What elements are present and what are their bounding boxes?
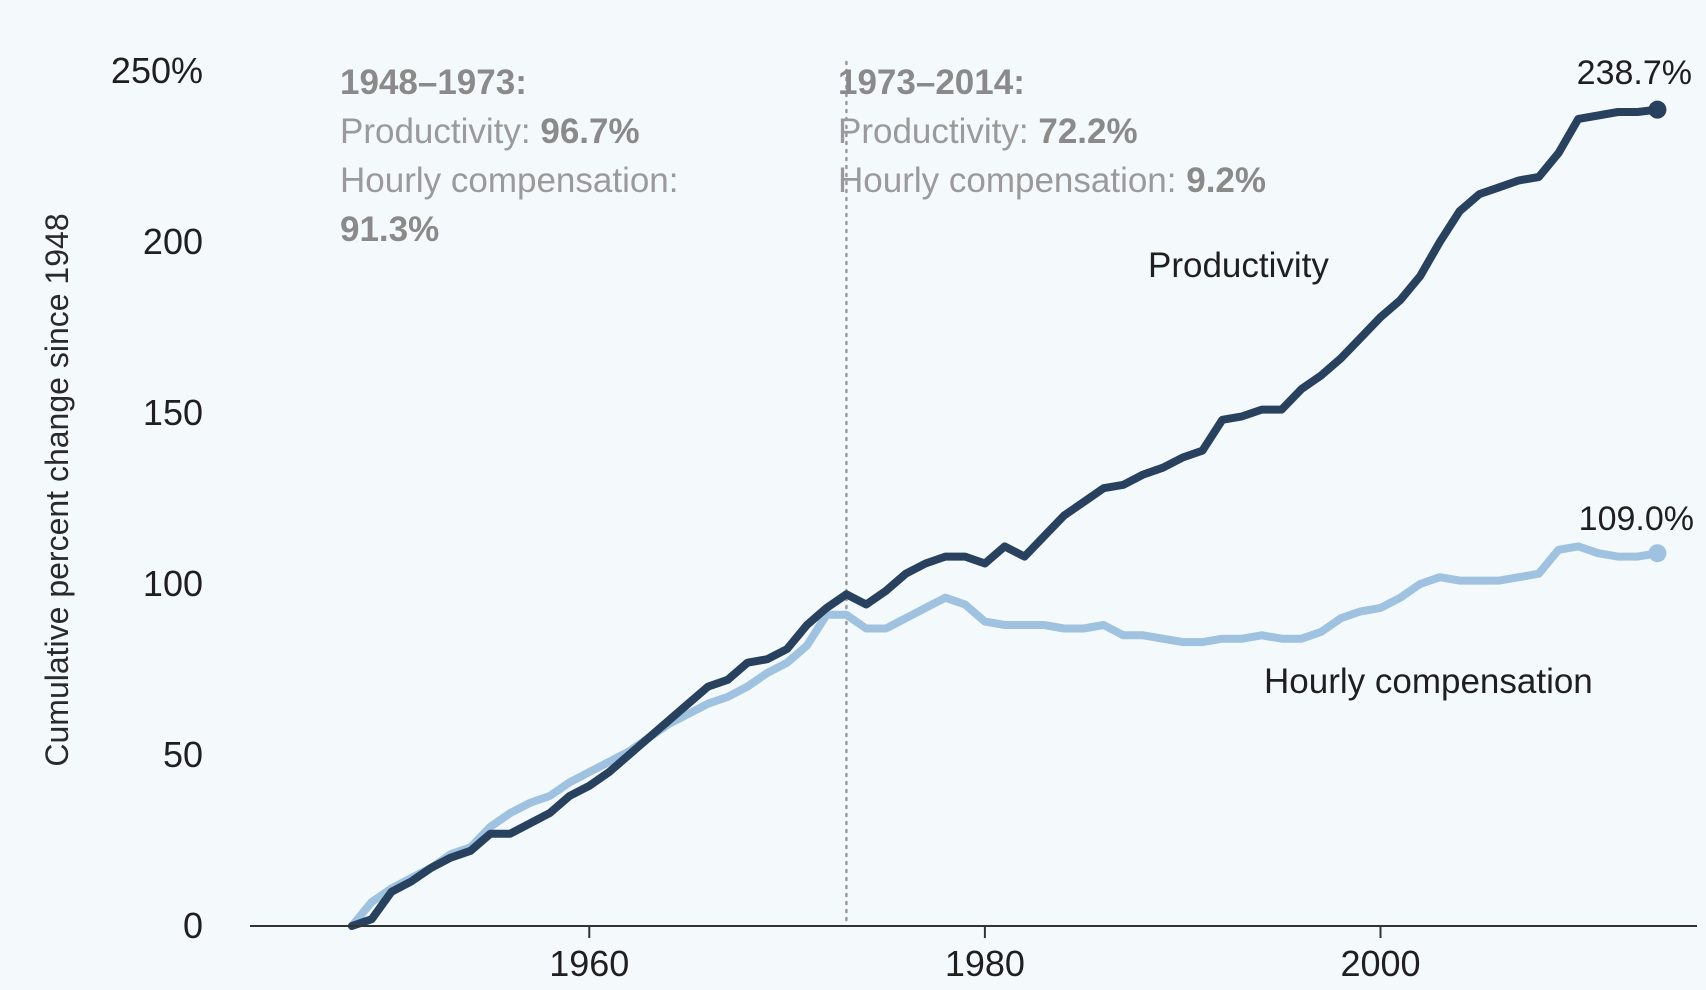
annotation-compensation-value-2: 9.2% [1186,161,1266,200]
annotation-compensation-label-2: Hourly compensation: [838,161,1186,200]
y-tick-label: 100 [143,563,203,604]
y-tick-label: 50 [163,734,203,775]
annotation-period-2: 1973–2014: [838,63,1025,102]
x-tick-label: 2000 [1340,943,1420,984]
annotation-productivity-label-1: Productivity: [340,112,540,151]
series-layer [347,100,1667,930]
annotation-productivity-1: Productivity: 96.7% [340,112,640,151]
productivity-line [347,105,1662,930]
annotation-productivity-label-2: Productivity: [838,112,1038,151]
annotation-compensation-label-1: Hourly compensation: [340,161,679,200]
annotation-productivity-value-2: 72.2% [1038,112,1137,151]
x-axis-ticks: 1960 1980 2000 [549,926,1421,984]
y-tick-label: 250% [111,50,203,91]
hourly-compensation-line [347,542,1662,930]
x-tick-label: 1980 [945,943,1025,984]
annotation-compensation-2: Hourly compensation: 9.2% [838,161,1266,200]
annotation-productivity-value-1: 96.7% [540,112,639,151]
annotation-period-1: 1948–1973: [340,63,527,102]
y-tick-label: 200 [143,221,203,262]
compensation-series-label: Hourly compensation [1264,662,1593,701]
annotation-productivity-2: Productivity: 72.2% [838,112,1138,151]
y-tick-label: 0 [183,905,203,946]
annotation-1973-2014: 1973–2014: Productivity: 72.2% Hourly co… [838,63,1266,200]
compensation-end-label: 109.0% [1579,500,1694,538]
productivity-end-point [1648,100,1667,119]
x-tick-label: 1960 [549,943,629,984]
y-axis-ticks: 250% 200 150 100 50 0 [111,50,203,946]
hourly-compensation-end-point [1648,544,1667,563]
productivity-end-label: 238.7% [1577,54,1692,92]
annotation-1948-1973: 1948–1973: Productivity: 96.7% Hourly co… [340,63,679,249]
y-axis-title: Cumulative percent change since 1948 [39,213,75,766]
y-tick-label: 150 [143,392,203,433]
productivity-series-label: Productivity [1148,246,1329,285]
annotation-compensation-value-1: 91.3% [340,210,439,249]
